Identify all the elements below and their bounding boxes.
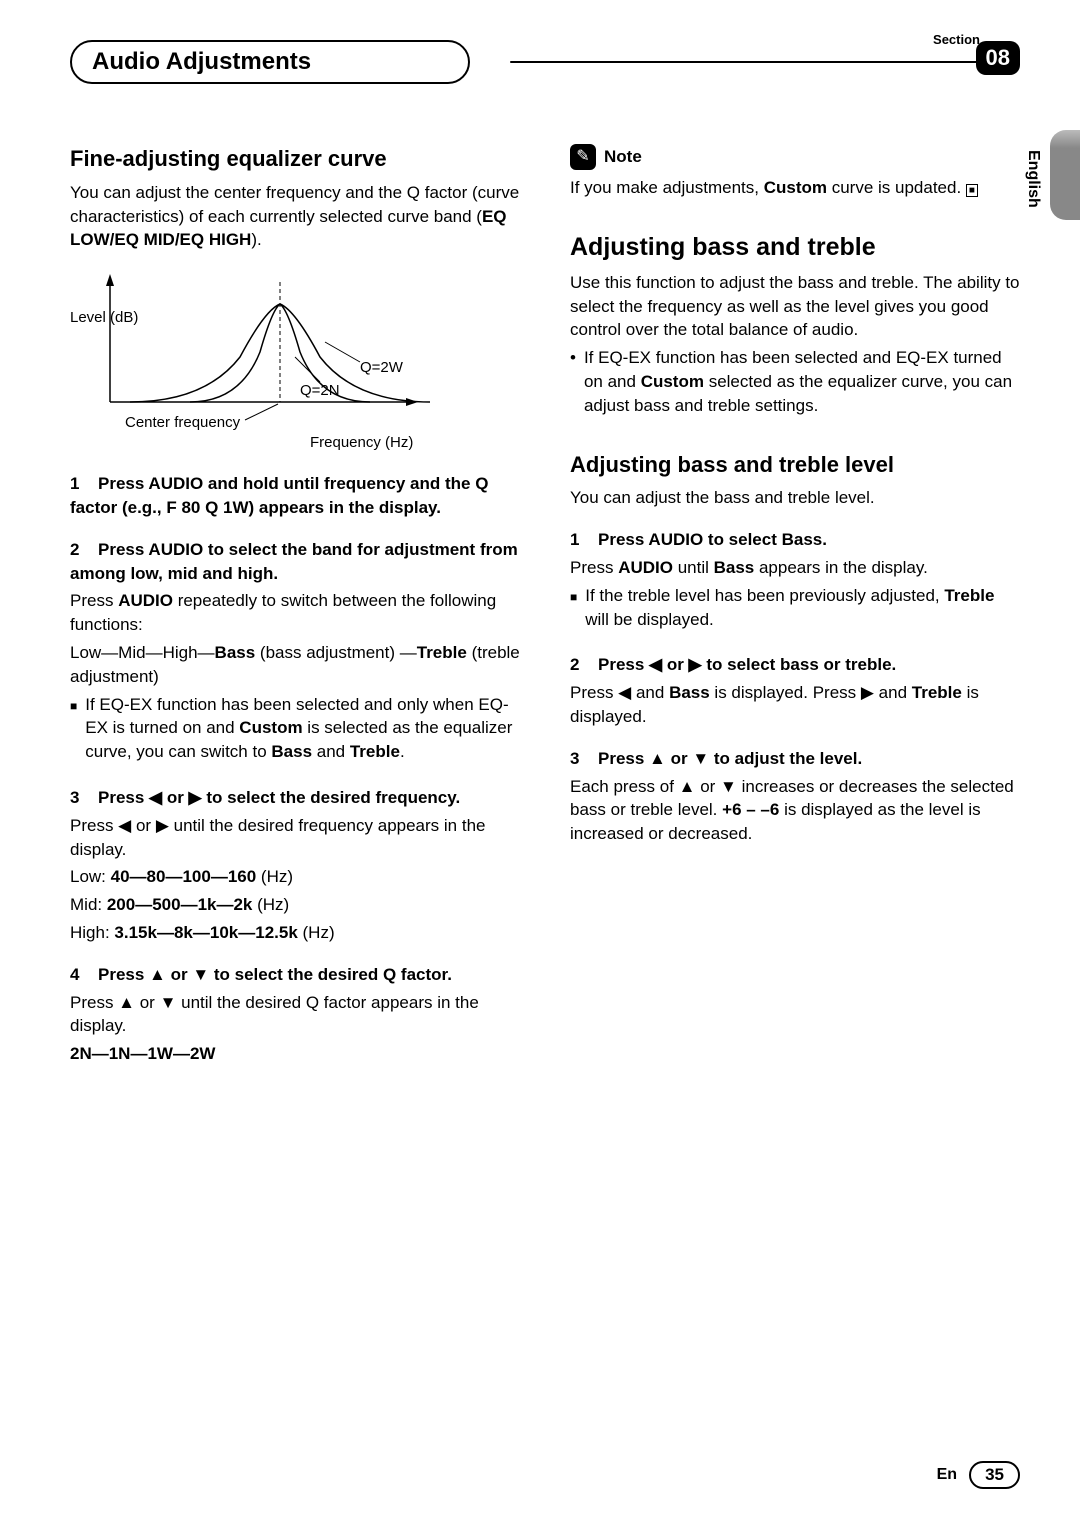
step3-mid: Mid: 200—500—1k—2k (Hz) [70,893,520,917]
note-text: If you make adjustments, Custom curve is… [570,176,1020,200]
r-step2-body: Press ◀ and Bass is displayed. Press ▶ a… [570,681,1020,729]
content-columns: Fine-adjusting equalizer curve You can a… [70,144,1020,1070]
page-number: 35 [969,1461,1020,1489]
r-step1-body: Press AUDIO until Bass appears in the di… [570,556,1020,580]
q2w-label: Q=2W [360,359,404,376]
step3-low: Low: 40—80—100—160 (Hz) [70,865,520,889]
step2-head: 2Press AUDIO to select the band for adju… [70,538,520,586]
bass-treble-bullet: • If EQ-EX function has been selected an… [570,346,1020,421]
step4-values: 2N—1N—1W—2W [70,1042,520,1066]
left-column: Fine-adjusting equalizer curve You can a… [70,144,520,1070]
bass-treble-heading: Adjusting bass and treble [570,230,1020,265]
note-row: ✎ Note [570,144,1020,170]
right-column: ✎ Note If you make adjustments, Custom c… [570,144,1020,1070]
step3-head: 3Press ◀ or ▶ to select the desired freq… [70,786,520,810]
section-label: Section [933,32,980,47]
footer: En 35 [937,1461,1020,1489]
x-axis-label: Frequency (Hz) [310,434,413,451]
fine-adjust-intro: You can adjust the center frequency and … [70,181,520,252]
section-number: 08 [976,41,1020,75]
bullet-dot-icon: • [570,346,576,421]
bullet-icon: ■ [570,589,577,636]
note-label: Note [604,145,642,169]
language-label: English [1024,150,1042,208]
step4-body: Press ▲ or ▼ until the desired Q factor … [70,991,520,1039]
step3-body: Press ◀ or ▶ until the desired frequency… [70,814,520,862]
footer-lang: En [937,1466,957,1484]
step1-head: 1Press AUDIO and hold until frequency an… [70,472,520,520]
stop-icon: ■ [966,184,978,197]
bullet-icon: ■ [70,698,77,768]
step2-body2: Low—Mid—High—Bass (bass adjustment) —Tre… [70,641,520,689]
r-step3-head: 3Press ▲ or ▼ to adjust the level. [570,747,1020,771]
r-step1-head: 1Press AUDIO to select Bass. [570,528,1020,552]
header: Section Audio Adjustments 08 [70,40,1020,84]
bass-treble-intro: Use this function to adjust the bass and… [570,271,1020,342]
language-tab [1050,130,1080,220]
eq-curve-svg: Level (dB) Q=2N Q=2W Center frequency Fr… [70,262,460,452]
fine-adjust-heading: Fine-adjusting equalizer curve [70,144,520,175]
section-line: 08 [510,61,1020,63]
step2-bullet: ■ If EQ-EX function has been selected an… [70,693,520,768]
page-title: Audio Adjustments [70,40,470,84]
bass-treble-level-intro: You can adjust the bass and treble level… [570,486,1020,510]
q2n-label: Q=2N [300,382,340,399]
step2-body1: Press AUDIO repeatedly to switch between… [70,589,520,637]
y-axis-label: Level (dB) [70,309,138,326]
r-step2-head: 2Press ◀ or ▶ to select bass or treble. [570,653,1020,677]
r-step3-body: Each press of ▲ or ▼ increases or decrea… [570,775,1020,846]
bass-treble-level-heading: Adjusting bass and treble level [570,450,1020,481]
step3-high: High: 3.15k—8k—10k—12.5k (Hz) [70,921,520,945]
r-step1-bullet: ■ If the treble level has been previousl… [570,584,1020,636]
center-freq-label: Center frequency [125,414,241,431]
eq-curve-diagram: Level (dB) Q=2N Q=2W Center frequency Fr… [70,262,520,452]
note-icon: ✎ [570,144,596,170]
step4-head: 4Press ▲ or ▼ to select the desired Q fa… [70,963,520,987]
